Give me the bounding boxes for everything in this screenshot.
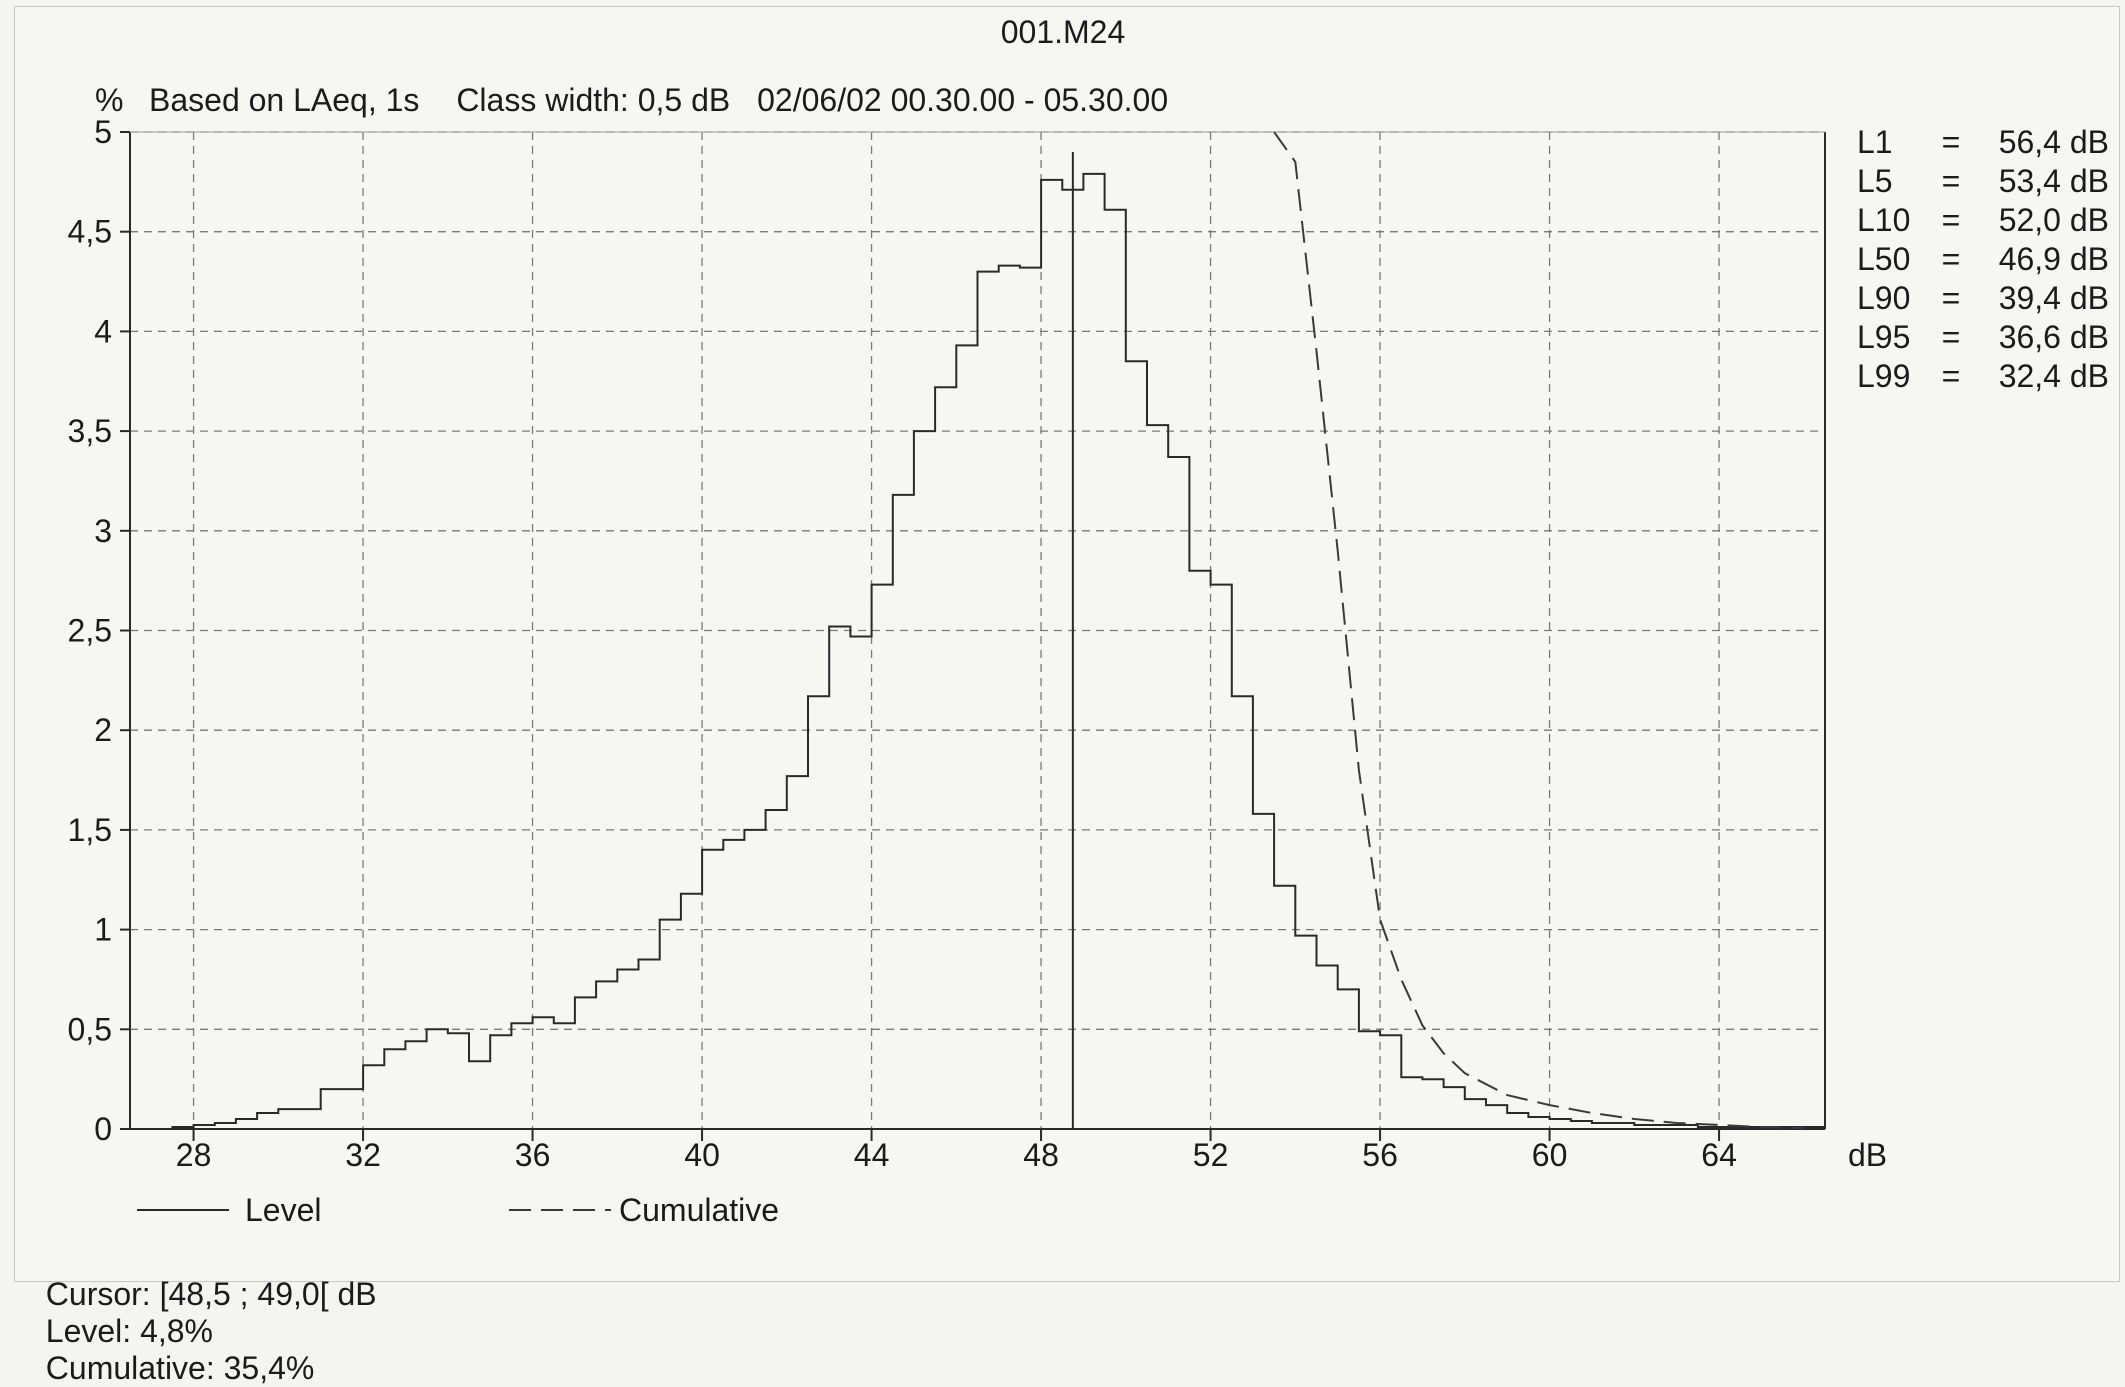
percentile-equals-l50: =	[1942, 241, 1961, 277]
percentile-value-l10: 52,0 dB	[1999, 202, 2109, 238]
y-axis-unit: %	[95, 82, 123, 118]
histogram-chart[interactable]: 001.M24 % Based on LAeq, 1s Class width:…	[15, 7, 2119, 1281]
y-tick-label-3: 1,5	[68, 812, 112, 848]
cumulative-series-line	[1273, 131, 1804, 1129]
chart-title: 001.M24	[1001, 14, 1126, 50]
cursor-level: Level: 4,8%	[45, 1313, 213, 1349]
y-tick-label-6: 3	[94, 513, 112, 549]
y-tick-label-5: 2,5	[68, 613, 112, 649]
percentile-equals-l10: =	[1942, 202, 1961, 238]
x-tick-labels: 28 32 36 40 44 48 52 56 60 64	[176, 1137, 1737, 1173]
x-tick-label-8: 60	[1532, 1137, 1568, 1173]
percentile-label-l10: L10	[1857, 202, 1910, 238]
percentile-label-l1: L1	[1857, 124, 1893, 160]
chart-panel: 001.M24 % Based on LAeq, 1s Class width:…	[14, 6, 2120, 1282]
y-tick-label-4: 2	[94, 712, 112, 748]
percentile-label-l99: L99	[1857, 358, 1910, 394]
percentile-value-l5: 53,4 dB	[1999, 163, 2109, 199]
subtitle-class-width: Class width: 0,5 dB	[456, 82, 730, 118]
y-tick-label-9: 4,5	[68, 214, 112, 250]
percentile-equals-l95: =	[1942, 319, 1961, 355]
percentile-value-l99: 32,4 dB	[1999, 358, 2109, 394]
percentile-value-l1: 56,4 dB	[1999, 124, 2109, 160]
percentile-label-l50: L50	[1857, 241, 1910, 277]
percentile-label-l95: L95	[1857, 319, 1910, 355]
percentile-equals-l99: =	[1942, 358, 1961, 394]
x-tick-label-6: 52	[1193, 1137, 1229, 1173]
cursor-status-bar: Cursor: [48,5 ; 49,0[ dB Level: 4,8% Cum…	[28, 1239, 401, 1387]
percentile-value-l90: 39,4 dB	[1999, 280, 2109, 316]
percentile-equals-l1: =	[1942, 124, 1961, 160]
x-tick-label-0: 28	[176, 1137, 212, 1173]
x-tick-label-1: 32	[345, 1137, 381, 1173]
percentile-label-l90: L90	[1857, 280, 1910, 316]
legend-cumulative-label: Cumulative	[619, 1192, 779, 1228]
subtitle-period: 02/06/02 00.30.00 - 05.30.00	[757, 82, 1168, 118]
x-tick-label-5: 48	[1023, 1137, 1059, 1173]
x-axis-unit: dB	[1848, 1137, 1887, 1173]
x-tick-label-7: 56	[1362, 1137, 1398, 1173]
x-tick-label-9: 64	[1701, 1137, 1737, 1173]
percentile-value-l50: 46,9 dB	[1999, 241, 2109, 277]
y-tick-label-8: 4	[94, 313, 112, 349]
y-tick-label-7: 3,5	[68, 413, 112, 449]
chart-axes	[120, 131, 1826, 1141]
x-tick-label-2: 36	[515, 1137, 551, 1173]
y-tick-label-2: 1	[94, 912, 112, 948]
y-tick-labels: 0 0,5 1 1,5 2 2,5 3 3,5 4 4,5 5	[68, 114, 112, 1147]
x-tick-label-3: 40	[684, 1137, 720, 1173]
chart-subtitle: Based on LAeq, 1s Class width: 0,5 dB 02…	[149, 82, 1168, 118]
y-tick-label-1: 0,5	[68, 1011, 112, 1047]
subtitle-basis: Based on LAeq, 1s	[149, 82, 419, 118]
percentile-equals-l5: =	[1942, 163, 1961, 199]
cursor-range: Cursor: [48,5 ; 49,0[ dB	[45, 1276, 377, 1312]
percentile-label-l5: L5	[1857, 163, 1893, 199]
percentile-value-l95: 36,6 dB	[1999, 319, 2109, 355]
x-tick-label-4: 44	[854, 1137, 890, 1173]
legend: Level Cumulative	[137, 1192, 779, 1228]
cursor-cumulative: Cumulative: 35,4%	[45, 1350, 315, 1386]
percentile-table: L1 = 56,4 dB L5 = 53,4 dB L10 = 52,0 dB L50 = 46,9 …	[1857, 124, 2109, 394]
legend-level-label: Level	[245, 1192, 322, 1228]
y-tick-label-10: 5	[94, 114, 112, 150]
percentile-equals-l90: =	[1942, 280, 1961, 316]
y-tick-label-0: 0	[94, 1111, 112, 1147]
level-series-line	[171, 172, 1825, 1129]
